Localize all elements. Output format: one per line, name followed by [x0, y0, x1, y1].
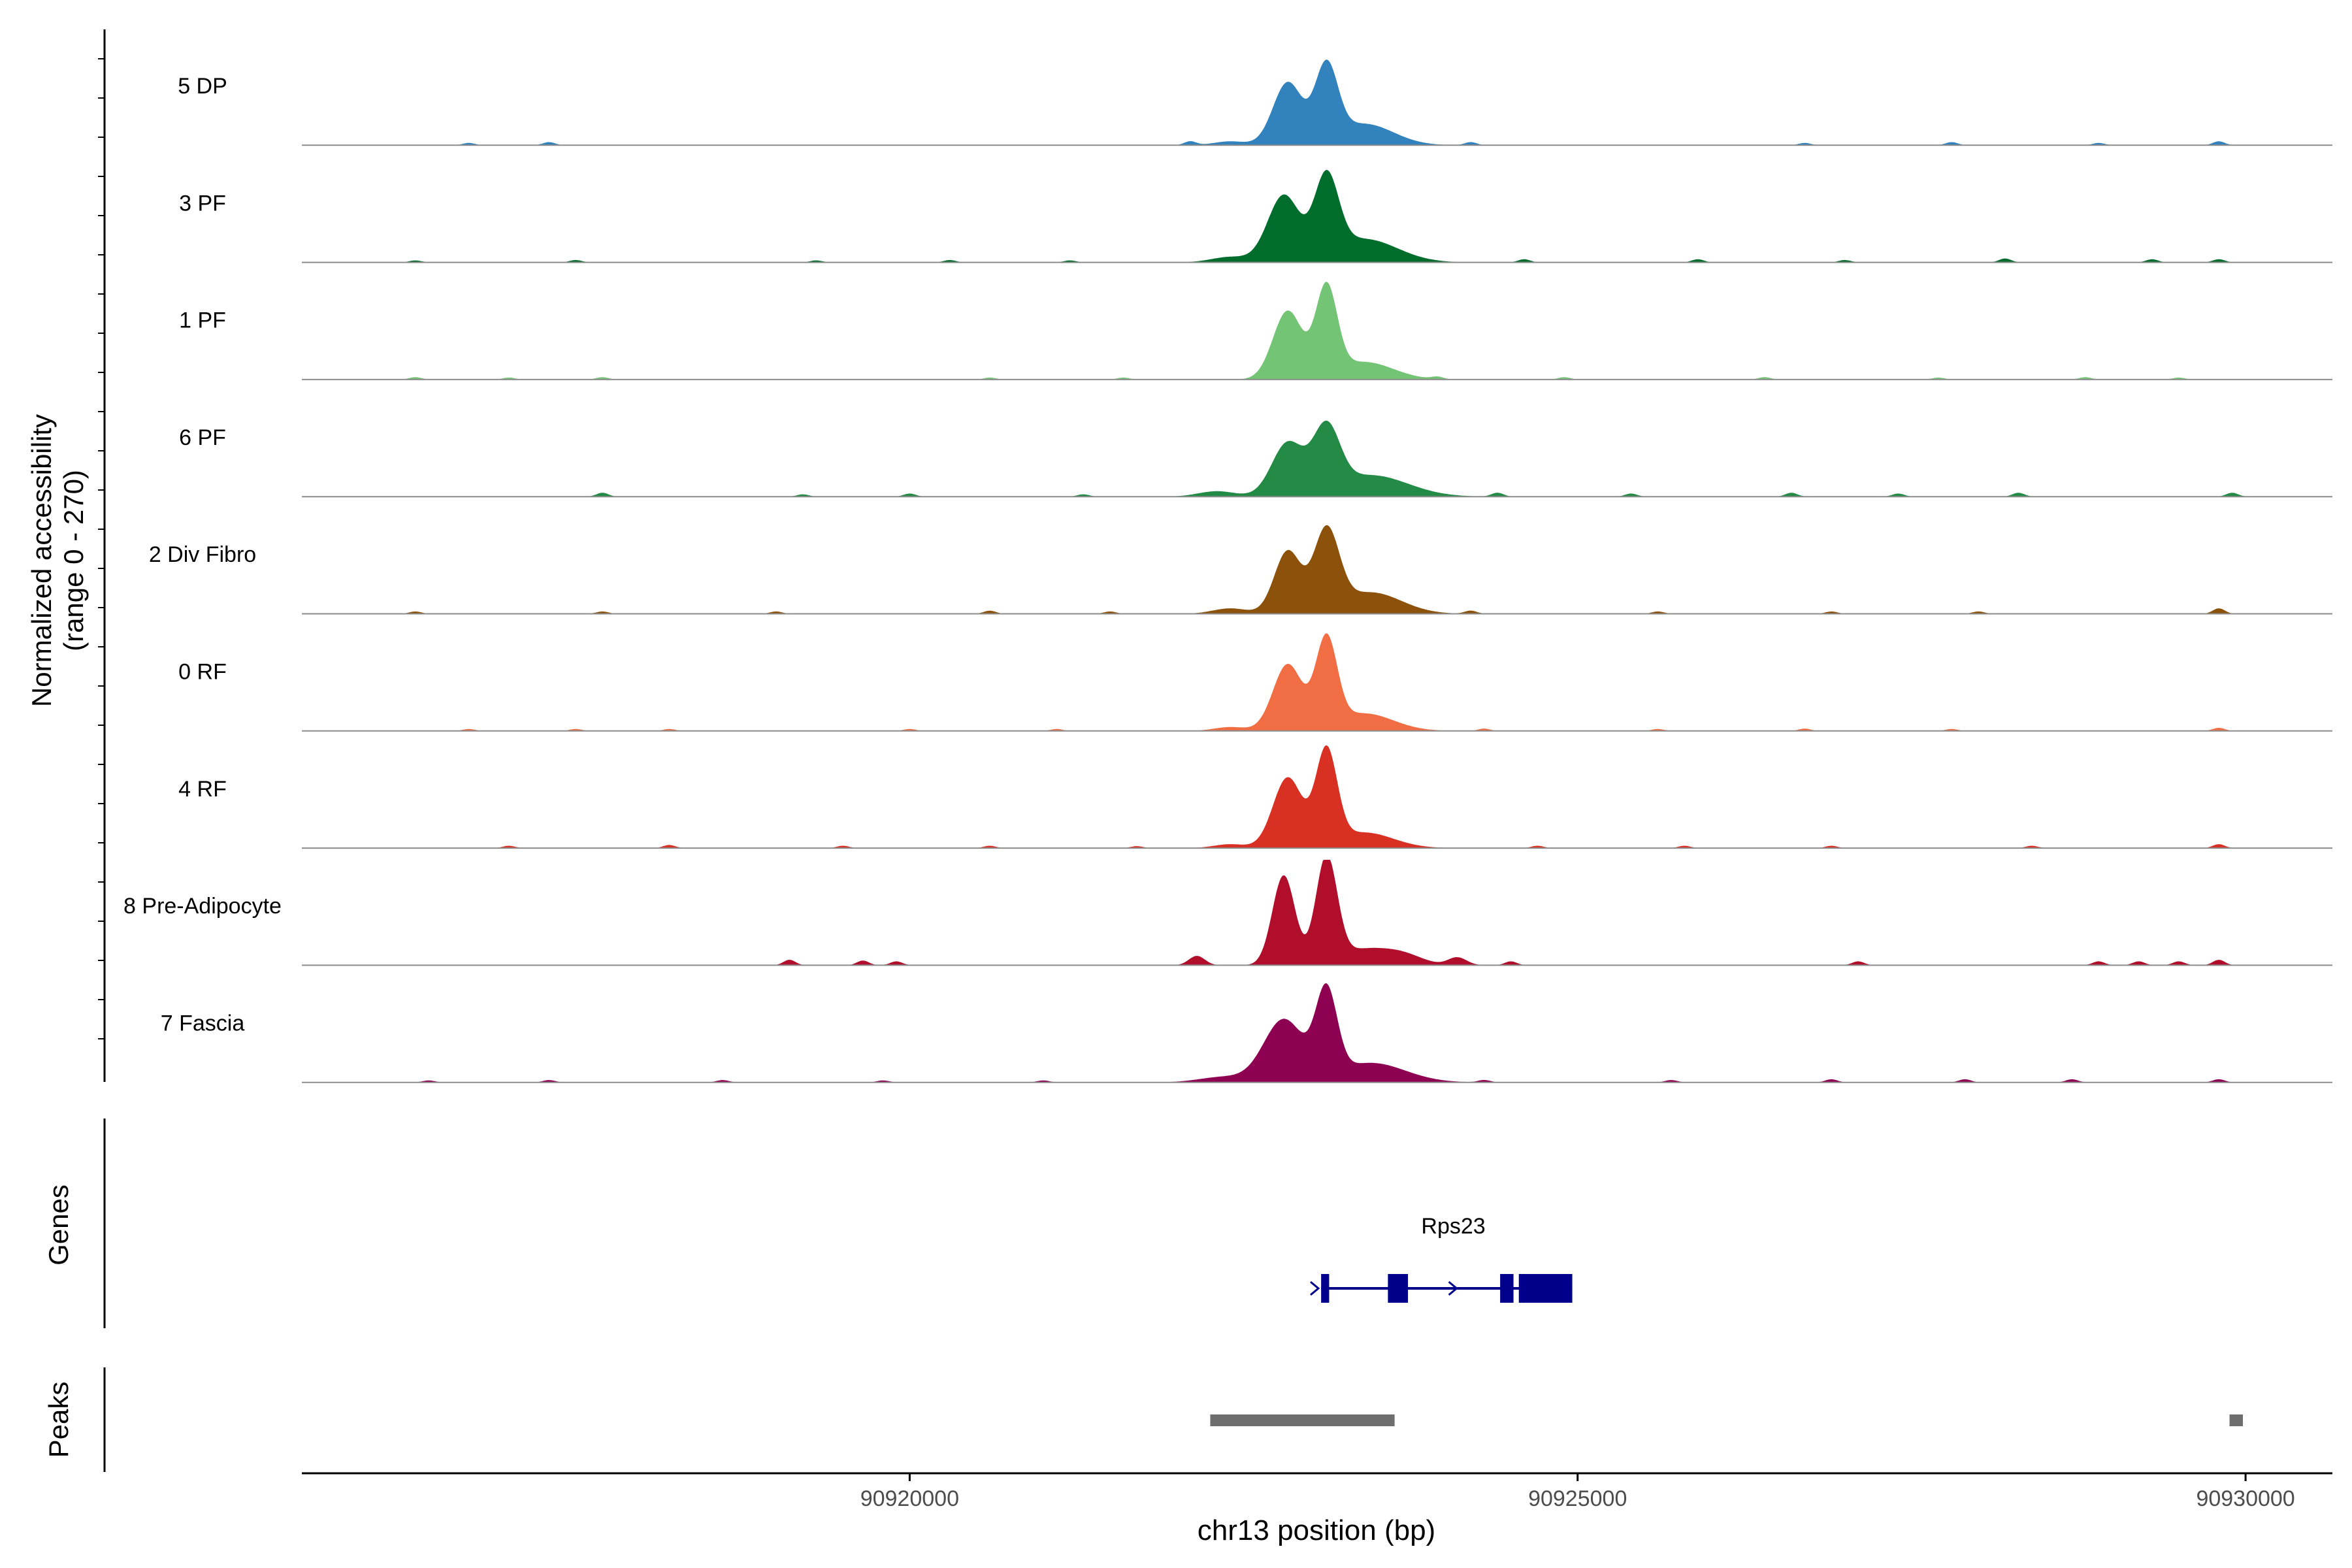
strand-arrow	[1309, 1281, 1320, 1296]
y-axis-label-line2: (range 0 - 270)	[58, 470, 89, 651]
peak-track	[1210, 1414, 2244, 1426]
coverage-area	[302, 170, 2332, 263]
peak-region	[2229, 1414, 2244, 1426]
track-label: 3 PF	[179, 191, 226, 216]
track-0-rf: 0 RF	[178, 633, 2332, 732]
gene-exon	[1518, 1274, 1573, 1303]
x-tick-label: 90920000	[860, 1486, 959, 1511]
strand-arrow	[1448, 1281, 1458, 1296]
track-label: 2 Div Fibro	[149, 542, 256, 567]
gene-name-label: Rps23	[1421, 1214, 1485, 1239]
peak-region	[1210, 1414, 1395, 1426]
gene-track: Rps23	[1309, 1214, 1573, 1303]
gene-exon	[1500, 1274, 1514, 1303]
coverage-area	[302, 633, 2332, 731]
peaks-label: Peaks	[43, 1382, 74, 1458]
track-label: 5 DP	[178, 74, 227, 99]
track-4-rf: 4 RF	[178, 745, 2332, 849]
track-5-dp: 5 DP	[178, 59, 2332, 146]
x-axis-ticks: 90920000 90925000 90930000	[860, 1473, 2295, 1511]
track-6-pf: 6 PF	[179, 420, 2332, 498]
y-axis-label-line1: Normalized accessibility	[26, 414, 57, 707]
gene-exon	[1388, 1274, 1409, 1303]
coverage-tracks: 5 DP 3 PF 1 PF 6 PF 2 Div Fibro 0 RF 4 RF 8 Pre…	[123, 59, 2332, 1083]
coverage-area	[302, 420, 2332, 497]
coverage-area	[302, 745, 2332, 849]
coverage-area	[302, 860, 2332, 966]
coverage-area	[302, 59, 2332, 146]
coverage-y-axis-ticks	[98, 58, 105, 1039]
x-axis-label: chr13 position (bp)	[1198, 1514, 1435, 1546]
track-2-div-fibro: 2 Div Fibro	[149, 525, 2332, 615]
x-tick-label: 90925000	[1528, 1486, 1627, 1511]
track-3-pf: 3 PF	[179, 170, 2332, 263]
track-7-fascia: 7 Fascia	[161, 983, 2332, 1083]
coverage-area	[302, 983, 2332, 1083]
track-label: 4 RF	[178, 777, 227, 802]
track-label: 8 Pre-Adipocyte	[123, 894, 282, 919]
track-label: 1 PF	[179, 308, 226, 333]
genes-label: Genes	[43, 1184, 74, 1266]
coverage-area	[302, 282, 2332, 380]
coverage-area	[302, 525, 2332, 614]
x-tick-label: 90930000	[2196, 1486, 2295, 1511]
gene-exon	[1321, 1274, 1330, 1303]
track-label: 6 PF	[179, 425, 226, 450]
track-8-pre-adipocyte: 8 Pre-Adipocyte	[123, 860, 2332, 966]
track-1-pf: 1 PF	[179, 282, 2332, 380]
track-label: 7 Fascia	[161, 1011, 245, 1036]
track-label: 0 RF	[178, 660, 227, 685]
